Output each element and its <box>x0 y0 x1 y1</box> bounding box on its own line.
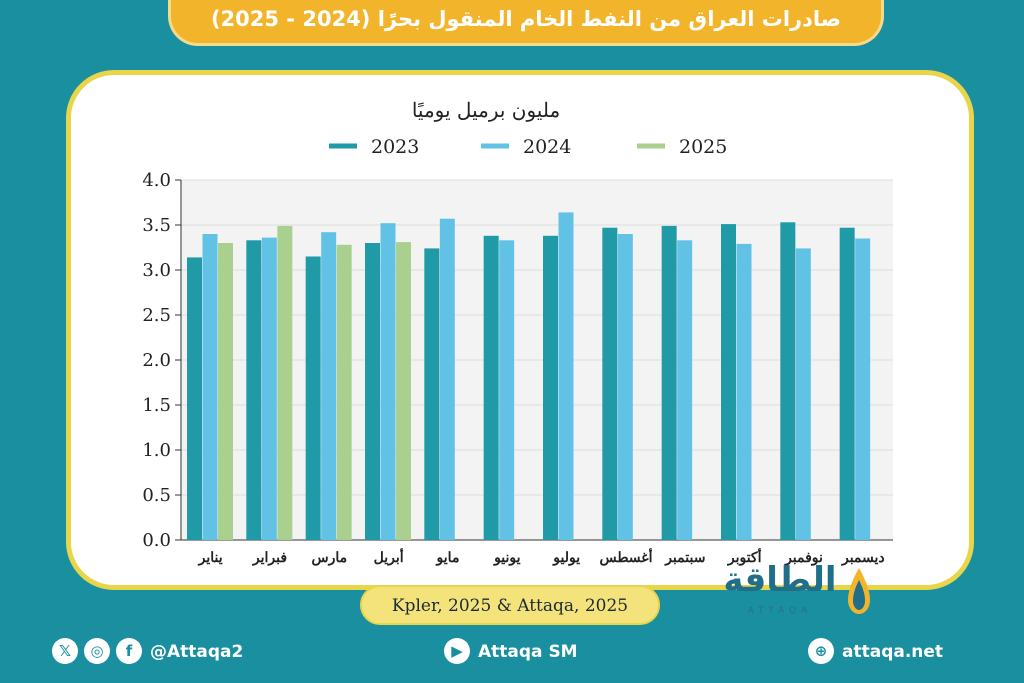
x-tick-label: نوفمبر <box>784 550 823 566</box>
bar <box>499 240 515 541</box>
attaqa-logo: الطاقة ATTAQA <box>716 560 876 624</box>
bar <box>602 227 618 540</box>
logo-latin-text: ATTAQA <box>747 606 813 616</box>
legend-label: 2024 <box>523 136 571 158</box>
x-tick-label: يناير <box>198 550 223 566</box>
x-tick-label: سبتمبر <box>664 550 705 566</box>
bar <box>543 235 558 541</box>
source-badge: Kpler, 2025 & Attaqa, 2025 <box>360 585 660 625</box>
x-icon[interactable]: 𝕏 <box>52 638 78 664</box>
x-tick-label: مارس <box>312 550 348 566</box>
bar <box>305 256 321 540</box>
y-tick-label: 1.0 <box>142 440 171 461</box>
bar <box>277 225 293 540</box>
instagram-icon[interactable]: ◎ <box>84 638 110 664</box>
x-tick-label: يونيو <box>493 550 521 566</box>
legend-label: 2025 <box>679 136 727 158</box>
bar <box>396 242 411 540</box>
bar <box>736 243 752 540</box>
y-tick-label: 0.5 <box>142 485 171 506</box>
bar <box>721 224 736 540</box>
x-tick-label: فبراير <box>252 550 287 566</box>
oil-drop-icon <box>848 568 870 614</box>
bar <box>558 212 574 540</box>
bar <box>424 248 440 540</box>
bar <box>439 218 455 540</box>
bar <box>677 240 693 541</box>
x-tick-label: يوليو <box>552 550 580 566</box>
y-tick-label: 4.0 <box>142 170 171 191</box>
y-tick-label: 3.5 <box>142 215 171 236</box>
bar <box>380 223 396 540</box>
bar <box>261 237 277 540</box>
youtube-icon[interactable]: ▶ <box>444 638 470 664</box>
x-tick-label: ديسمبر <box>841 550 885 566</box>
bar <box>187 257 202 540</box>
bar <box>780 222 796 541</box>
page-title: صادرات العراق من النفط الخام المنقول بحر… <box>210 7 842 31</box>
bar <box>336 244 352 541</box>
title-banner: صادرات العراق من النفط الخام المنقول بحر… <box>168 0 884 46</box>
footer: 𝕏 ◎ f @Attaqa2 ▶ Attaqa SM ⊕ attaqa.net <box>0 628 1024 683</box>
x-tick-label: مايو <box>436 550 460 566</box>
bar <box>661 225 677 540</box>
bar <box>483 235 499 541</box>
bar <box>246 240 262 541</box>
bar <box>795 248 811 540</box>
y-tick-label: 1.5 <box>142 395 171 416</box>
globe-icon[interactable]: ⊕ <box>808 638 834 664</box>
logo-arabic-text: الطاقة <box>723 560 837 600</box>
bar <box>617 234 633 540</box>
source-text: Kpler, 2025 & Attaqa, 2025 <box>391 596 629 616</box>
x-tick-label: أبريل <box>374 547 404 566</box>
bar <box>855 238 871 540</box>
y-tick-label: 2.5 <box>142 305 171 326</box>
bar <box>218 243 233 540</box>
chart-card: 0.0 0.5 1.0 1.5 2.0 2.5 3.0 3.5 4.0 مليون برميل ي… <box>66 70 974 590</box>
youtube-channel[interactable]: Attaqa SM <box>478 642 578 662</box>
legend-label: 2023 <box>371 136 419 158</box>
bar <box>839 227 855 540</box>
social-handle[interactable]: @Attaqa2 <box>150 642 244 662</box>
bar <box>202 234 218 540</box>
y-axis-title: مليون برميل يوميًا <box>412 98 560 122</box>
website-link[interactable]: attaqa.net <box>842 642 944 662</box>
y-tick-label: 3.0 <box>142 260 171 281</box>
bar <box>365 243 380 540</box>
y-tick-label: 0.0 <box>142 530 171 551</box>
facebook-icon[interactable]: f <box>116 638 142 664</box>
bar-chart: 0.0 0.5 1.0 1.5 2.0 2.5 3.0 3.5 4.0 مليون برميل ي… <box>142 98 893 566</box>
x-tick-label: أغسطس <box>599 547 652 566</box>
y-tick-label: 2.0 <box>142 350 171 371</box>
bar <box>321 232 337 540</box>
x-tick-label: أكتوبر <box>727 547 762 566</box>
